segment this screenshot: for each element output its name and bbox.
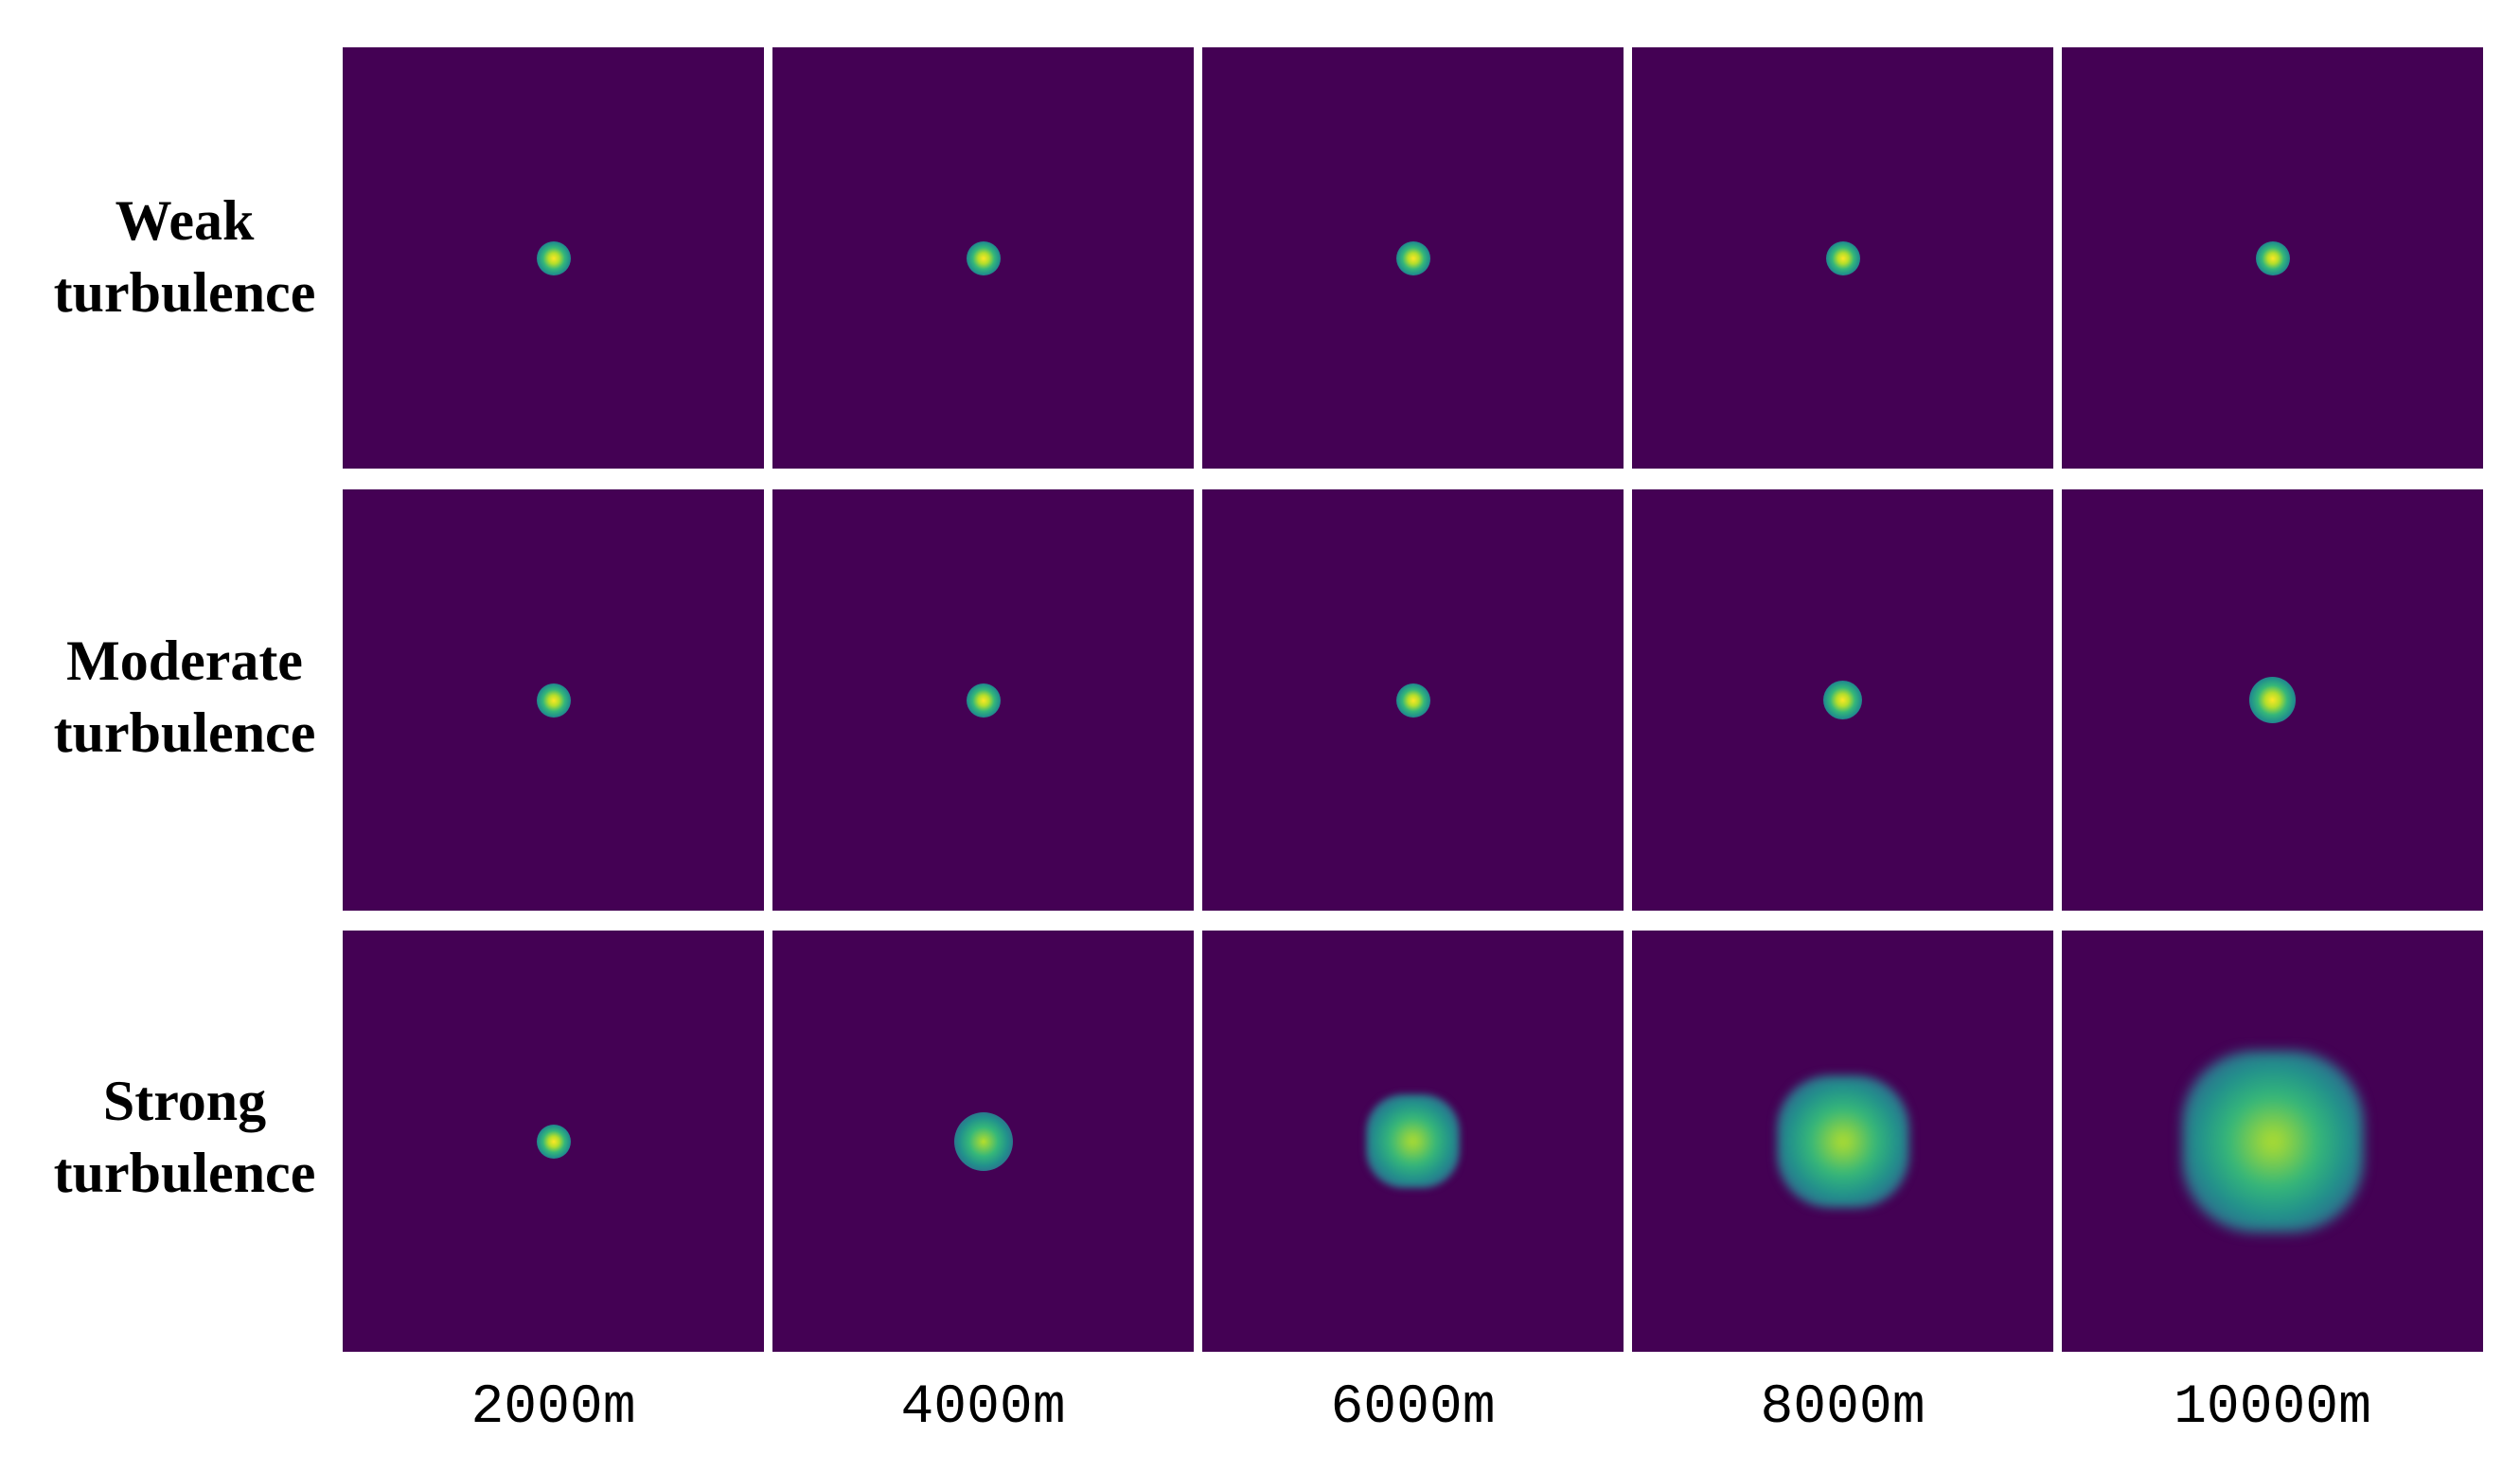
beam-panel-moderate-4000m (772, 489, 1194, 911)
row-label-moderate: Moderate turbulence (19, 625, 350, 769)
beam-panel-strong-4000m (772, 931, 1194, 1352)
beam-spot (1825, 240, 1860, 275)
beam-panel-strong-2000m (343, 931, 764, 1352)
beam-spot (966, 240, 1001, 275)
column-label-10000m: 10000m (2174, 1377, 2371, 1439)
beam-spot (1776, 1074, 1909, 1208)
row-label-line1: Strong (102, 1070, 267, 1132)
beam-panel-strong-6000m (1202, 931, 1624, 1352)
row-label-line2: turbulence (53, 701, 316, 764)
row-label-line2: turbulence (53, 1142, 316, 1204)
beam-spot (2255, 240, 2290, 275)
beam-spot (1395, 240, 1430, 275)
beam-panel-weak-8000m (1632, 47, 2053, 469)
beam-spot (536, 240, 571, 275)
beam-panel-weak-4000m (772, 47, 1194, 469)
row-label-strong: Strong turbulence (19, 1065, 350, 1209)
beam-panel-moderate-2000m (343, 489, 764, 911)
beam-spot (1366, 1094, 1460, 1188)
column-label-6000m: 6000m (1330, 1377, 1496, 1439)
row-label-line1: Weak (115, 189, 255, 252)
row-label-weak: Weak turbulence (19, 185, 350, 328)
beam-spot (536, 683, 571, 718)
beam-panel-moderate-8000m (1632, 489, 2053, 911)
beam-panel-moderate-6000m (1202, 489, 1624, 911)
beam-spot (966, 683, 1001, 718)
beam-spot (536, 1124, 571, 1159)
beam-panel-weak-6000m (1202, 47, 1624, 469)
beam-panel-weak-10000m (2062, 47, 2483, 469)
beam-spot (1395, 683, 1430, 718)
beam-spot (2181, 1050, 2364, 1233)
beam-spot (2249, 677, 2296, 723)
beam-spot (1822, 680, 1863, 720)
beam-spot (953, 1111, 1013, 1171)
row-label-line2: turbulence (53, 261, 316, 324)
beam-panel-strong-10000m (2062, 931, 2483, 1352)
beam-panel-strong-8000m (1632, 931, 2053, 1352)
beam-panel-weak-2000m (343, 47, 764, 469)
row-label-line1: Moderate (66, 630, 303, 692)
column-label-2000m: 2000m (470, 1377, 636, 1439)
column-label-8000m: 8000m (1760, 1377, 1925, 1439)
beam-panel-moderate-10000m (2062, 489, 2483, 911)
column-label-4000m: 4000m (900, 1377, 1066, 1439)
